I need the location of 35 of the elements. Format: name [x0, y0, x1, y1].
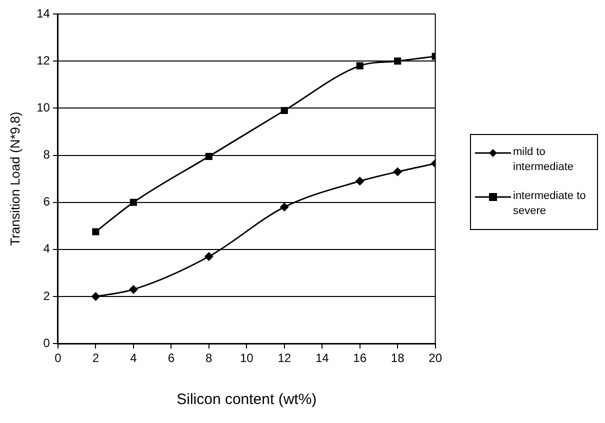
y-tick-label: 12	[36, 53, 50, 68]
y-tick-label: 0	[43, 336, 50, 350]
point	[356, 62, 364, 70]
x-tick-label: 14	[315, 351, 330, 366]
point	[130, 198, 137, 206]
x-tick-label: 16	[353, 351, 367, 366]
x-axis-title: Silicon content (wt%)	[176, 391, 317, 408]
y-tick-label: 2	[43, 288, 50, 303]
point	[355, 176, 364, 186]
point	[128, 284, 138, 294]
point	[280, 106, 288, 114]
point	[280, 202, 289, 212]
x-tick-label: 0	[54, 351, 62, 366]
x-tick-label: 10	[240, 351, 254, 366]
point	[92, 228, 100, 236]
point	[204, 252, 214, 261]
y-tick-label: 4	[43, 242, 50, 256]
x-tick-label: 18	[390, 351, 405, 366]
x-tick-label: 6	[168, 351, 175, 366]
x-tick-label: 12	[278, 351, 292, 366]
point	[394, 58, 402, 65]
x-tick-label: 2	[92, 351, 100, 366]
x-tick-label: 4	[130, 351, 138, 366]
point	[393, 167, 402, 176]
y-tick-label: 14	[36, 6, 50, 20]
y-axis-title: Transition Load (N*9,8)	[7, 112, 22, 246]
x-tick-label: 20	[428, 351, 442, 366]
y-tick-label: 10	[36, 100, 50, 114]
y-tick-label: 6	[43, 194, 50, 209]
point	[91, 292, 100, 302]
legend-label: mild to intermediate	[513, 145, 575, 175]
point	[205, 152, 212, 160]
y-tick-label: 8	[43, 148, 50, 162]
legend-label: intermediate to severe	[513, 189, 587, 219]
x-tick-label: 8	[206, 351, 213, 366]
